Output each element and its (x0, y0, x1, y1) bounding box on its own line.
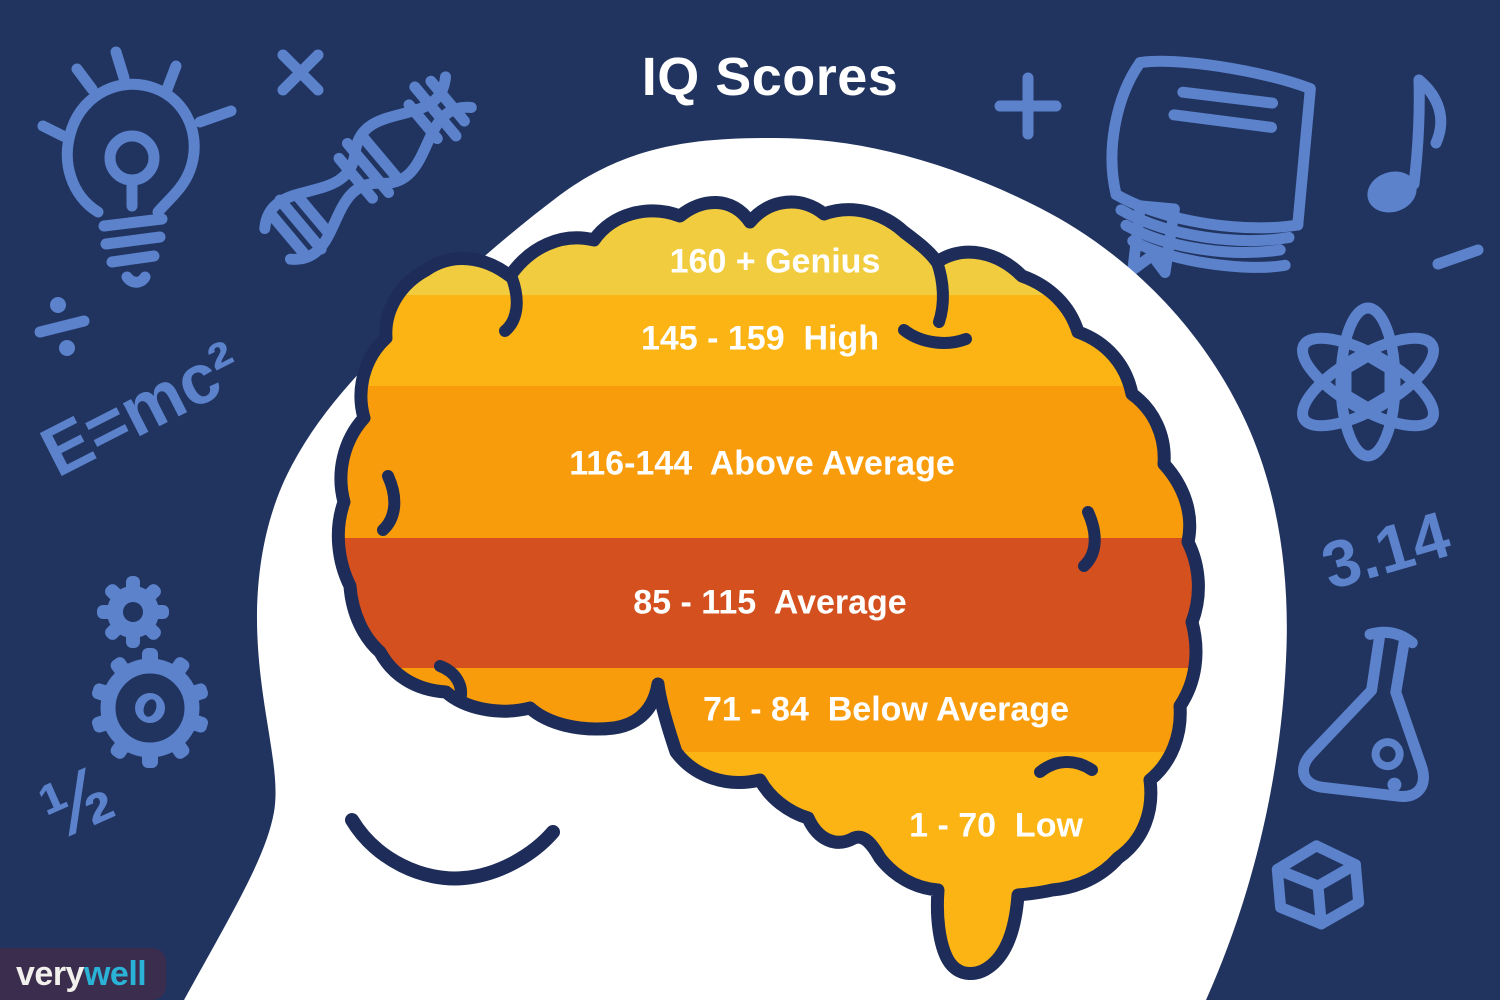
brain-outline (331, 195, 1205, 980)
book-icon (1106, 55, 1316, 278)
band-label-high: 145 - 159 High (640, 319, 880, 358)
music-note-icon (1367, 74, 1447, 213)
logo-very: very (16, 954, 84, 993)
gear-large (92, 648, 208, 768)
divide-icon (34, 297, 90, 356)
fold-top-right (931, 256, 949, 328)
atom-icon (1297, 302, 1439, 462)
flask-icon (1298, 626, 1429, 802)
verywell-logo[interactable]: very well (0, 948, 166, 1000)
lightbulb-icon (37, 46, 237, 288)
fold-bottom-left (434, 660, 467, 706)
gears-icon (92, 576, 208, 768)
fold-mid-right (1078, 506, 1101, 572)
fold-top-right-foot (898, 324, 972, 349)
band-label-average: 85 - 115 Average (633, 583, 907, 622)
band-above-average (338, 386, 1199, 538)
page-title: IQ Scores (641, 47, 899, 107)
minus-icon (1432, 244, 1484, 270)
band-label-genius: 160 + Genius (669, 242, 881, 281)
multiply-icon (277, 49, 324, 96)
logo-well: well (83, 954, 147, 993)
fold-top-left (499, 272, 523, 337)
band-high (338, 295, 1199, 386)
fold-low-band (1034, 756, 1098, 778)
cube-icon (1271, 840, 1365, 930)
smile (345, 813, 560, 886)
band-label-below-average: 71 - 84 Below Average (703, 690, 1069, 729)
brain-folds (377, 256, 1101, 778)
band-label-low: 1 - 70 Low (909, 806, 1083, 845)
band-label-above-average: 116-144 Above Average (569, 444, 955, 483)
band-average (338, 538, 1199, 668)
dna-icon (259, 71, 477, 265)
gear-small (97, 576, 169, 648)
fold-mid-left (377, 470, 401, 536)
plus-icon (994, 72, 1062, 140)
